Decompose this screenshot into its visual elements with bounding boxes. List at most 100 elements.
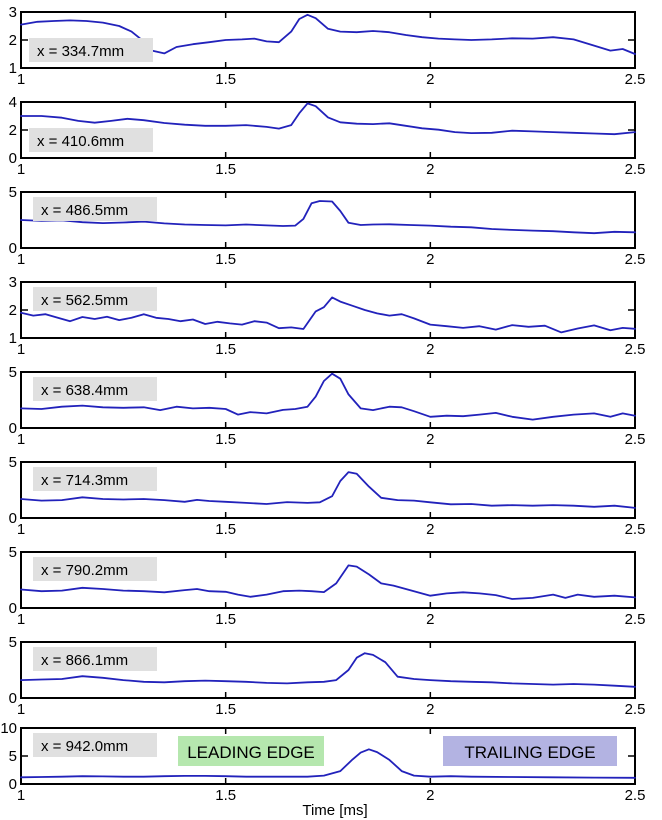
x-tick-label: 1 [17,341,25,358]
y-tick-label: 0 [9,690,17,707]
y-tick-label: 3 [9,4,17,21]
x-tick-label: 1 [17,431,25,448]
axis-ticks [224,373,432,427]
position-label-box [33,197,157,221]
signal-line [20,13,636,55]
x-tick-label: 2 [426,611,434,628]
position-label-box [33,287,157,311]
x-tick-label: 1 [17,71,25,88]
x-tick-label: 2 [426,701,434,718]
x-tick-label: 1.5 [215,431,236,448]
position-label: x = 562.5mm [41,292,128,309]
x-tick-label: 2 [426,521,434,538]
axis-ticks [224,553,432,607]
x-tick-label: 2.5 [625,701,646,718]
axis-ticks [22,13,634,67]
y-tick-label: 0 [9,420,17,437]
y-tick-label: 5 [9,748,17,765]
x-tick-label: 1 [17,611,25,628]
x-tick-label: 2.5 [625,431,646,448]
x-tick-label: 1.5 [215,787,236,804]
signal-line [20,200,636,235]
y-tick-label: 5 [9,364,17,381]
trailing-edge-label: TRAILING EDGE [464,743,595,762]
signal-line [20,372,636,421]
position-label: x = 866.1mm [41,652,128,669]
x-tick-label: 2.5 [625,787,646,804]
subplot-9: 0 5 10 1 1.5 2 2.5 x = 942.0mm LEADING EDGE TRAIL… [0,720,646,819]
x-tick-label: 2.5 [625,341,646,358]
y-tick-label: 2 [9,302,17,319]
x-tick-label: 1.5 [215,71,236,88]
y-tick-label: 0 [9,776,17,793]
y-tick-label: 5 [9,454,17,471]
position-label: x = 790.2mm [41,562,128,579]
axis-ticks [22,729,634,783]
position-label: x = 714.3mm [41,472,128,489]
x-axis-title: Time [ms] [302,802,367,819]
axis-ticks [224,193,432,247]
position-label-box [29,128,153,152]
signal-line [20,652,636,688]
trailing-edge-box [443,736,617,766]
y-tick-label: 0 [9,150,17,167]
y-tick-label: 4 [9,94,17,111]
subplot-8: 0 5 1 1.5 2 2.5 x = 866.1mm [9,634,646,718]
x-tick-label: 1 [17,251,25,268]
x-tick-label: 2.5 [625,71,646,88]
subplot-6: 0 5 1 1.5 2 2.5 x = 714.3mm [9,454,646,538]
x-tick-label: 2.5 [625,611,646,628]
x-tick-label: 1 [17,701,25,718]
y-tick-label: 1 [9,60,17,77]
y-tick-label: 5 [9,184,17,201]
x-tick-label: 1 [17,161,25,178]
signal-line [20,564,636,600]
subplot-1: 1 2 3 1 1.5 2 2.5 x = 334.7mm [9,4,646,88]
position-label-box [33,377,157,401]
x-tick-label: 2.5 [625,521,646,538]
signal-line [20,471,636,509]
position-label-box [29,38,153,62]
y-tick-label: 0 [9,600,17,617]
x-tick-label: 1.5 [215,701,236,718]
subplot-3: 0 5 1 1.5 2 2.5 x = 486.5mm [9,184,646,268]
position-label: x = 334.7mm [37,43,124,60]
x-tick-label: 1.5 [215,341,236,358]
axis-ticks [22,283,634,337]
x-tick-label: 1.5 [215,161,236,178]
signal-line [20,748,636,779]
x-tick-label: 2 [426,341,434,358]
position-label-box [33,647,157,671]
x-tick-label: 2 [426,71,434,88]
signal-line [20,102,636,136]
y-tick-label: 2 [9,122,17,139]
position-label-box [33,733,157,757]
x-tick-label: 1.5 [215,521,236,538]
axis-ticks [22,103,634,157]
x-tick-label: 2 [426,787,434,804]
axis-ticks [224,463,432,517]
signal-line [20,296,636,334]
y-tick-label: 1 [9,330,17,347]
axis-ticks [224,643,432,697]
x-tick-label: 2 [426,161,434,178]
position-label-box [33,557,157,581]
y-tick-label: 5 [9,634,17,651]
position-label: x = 410.6mm [37,133,124,150]
position-label-box [33,467,157,491]
y-tick-label: 10 [0,720,17,737]
position-label: x = 638.4mm [41,382,128,399]
x-tick-label: 2 [426,431,434,448]
leading-edge-box [178,736,324,766]
position-label: x = 942.0mm [41,738,128,755]
x-tick-label: 2 [426,251,434,268]
x-tick-label: 1.5 [215,611,236,628]
x-tick-label: 2.5 [625,251,646,268]
y-tick-label: 0 [9,510,17,527]
x-tick-label: 2.5 [625,161,646,178]
x-tick-label: 1 [17,787,25,804]
x-tick-label: 1.5 [215,251,236,268]
y-tick-label: 3 [9,274,17,291]
position-label: x = 486.5mm [41,202,128,219]
